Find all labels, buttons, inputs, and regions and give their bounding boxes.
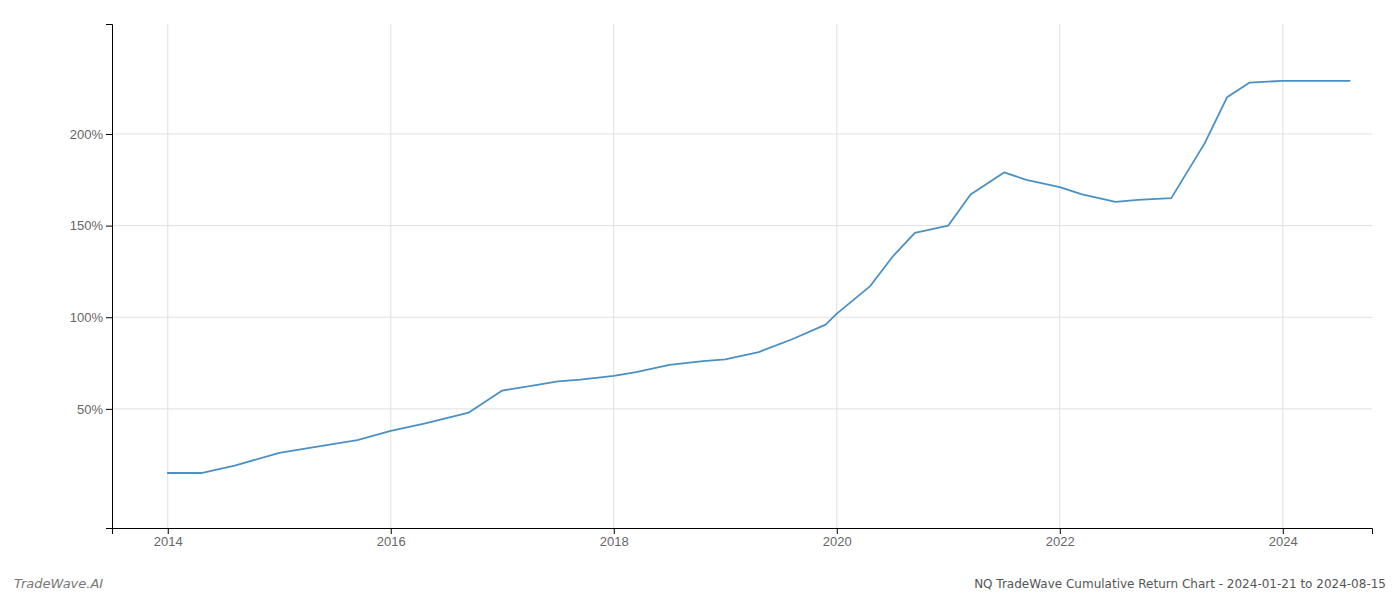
x-tick: 2016	[377, 528, 406, 549]
y-tick-label: 50%	[77, 402, 103, 417]
x-tick-mark	[614, 528, 615, 534]
x-tick: 2020	[823, 528, 852, 549]
y-tick-label: 150%	[70, 218, 104, 233]
x-tick-label: 2020	[823, 534, 852, 549]
x-tick: 2022	[1046, 528, 1075, 549]
x-tick: 2014	[154, 528, 183, 549]
x-tick-mark	[1283, 528, 1284, 534]
x-tick-mark	[837, 528, 838, 534]
grid-line-y	[112, 225, 1372, 226]
y-tick-mark	[106, 317, 112, 318]
y-tick: 200%	[70, 127, 112, 142]
y-tick-label: 100%	[70, 310, 104, 325]
watermark: TradeWave.AI	[14, 576, 103, 591]
y-axis: 50% 100% 150% 200%	[70, 25, 113, 529]
x-axis: 2014 2016 2018 2020 2022 2024	[113, 528, 1373, 549]
y-tick: 50%	[77, 402, 112, 417]
x-tick: 2018	[600, 528, 629, 549]
y-tick: 100%	[70, 310, 112, 325]
y-tick-mark	[106, 134, 112, 135]
x-tick: 2024	[1269, 528, 1298, 549]
chart: 2014 2016 2018 2020 2022 2024 50% 100% 150% 200% T…	[0, 0, 1400, 600]
x-tick-label: 2018	[600, 534, 629, 549]
grid	[112, 24, 1372, 528]
x-tick-mark	[168, 528, 169, 534]
x-axis-line	[113, 529, 1373, 535]
y-axis-line	[106, 25, 113, 529]
y-tick: 150%	[70, 218, 112, 233]
x-tick-label: 2022	[1046, 534, 1075, 549]
x-tick-label: 2016	[377, 534, 406, 549]
grid-line-x	[390, 24, 391, 528]
y-tick-label: 200%	[70, 127, 104, 142]
grid-line-x	[167, 24, 168, 528]
y-tick-mark	[106, 409, 112, 410]
plot-area	[168, 81, 1350, 473]
grid-line-x	[613, 24, 614, 528]
grid-line-x	[1282, 24, 1283, 528]
grid-line-y	[112, 317, 1372, 318]
grid-line-y	[112, 408, 1372, 409]
x-tick-mark	[391, 528, 392, 534]
grid-line-y	[112, 133, 1372, 134]
grid-line-x	[1059, 24, 1060, 528]
data-line	[168, 81, 1350, 473]
x-tick-label: 2014	[154, 534, 183, 549]
x-tick-label: 2024	[1269, 534, 1298, 549]
title: NQ TradeWave Cumulative Return Chart - 2…	[974, 577, 1386, 591]
x-tick-mark	[1060, 528, 1061, 534]
grid-line-x	[836, 24, 837, 528]
y-tick-mark	[106, 226, 112, 227]
